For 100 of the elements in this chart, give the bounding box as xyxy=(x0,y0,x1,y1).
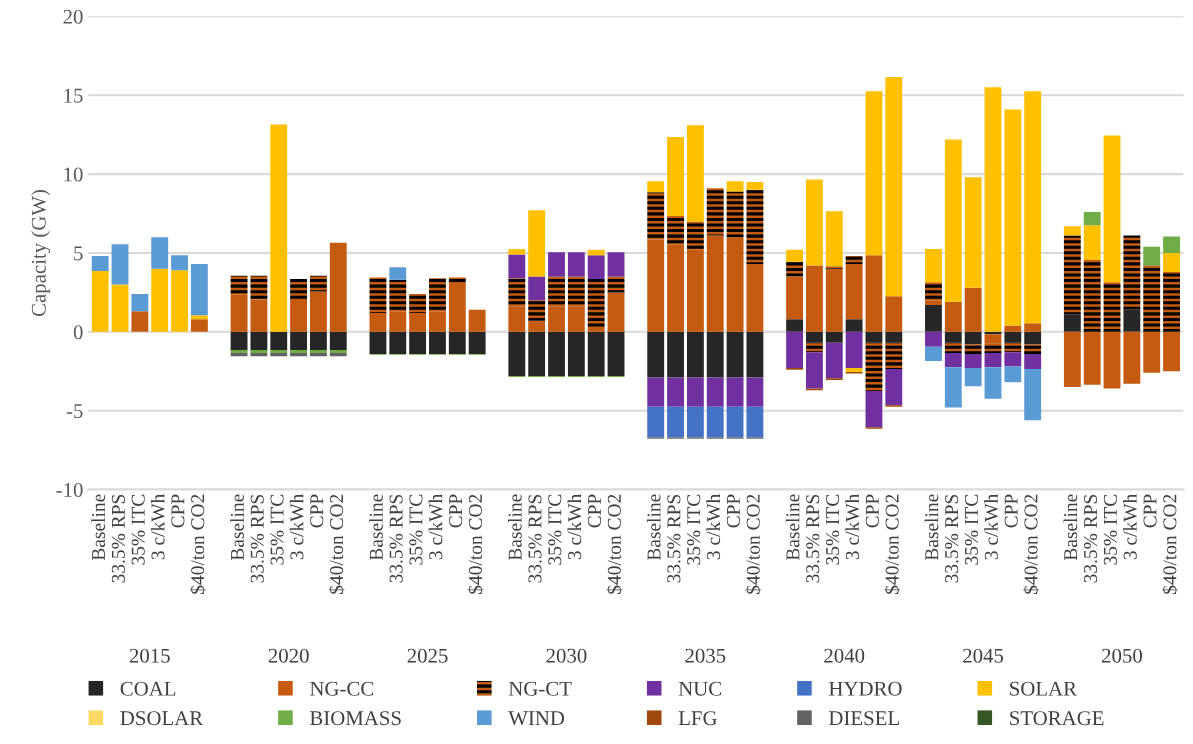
x-tick-label: 33.5% RPS xyxy=(250,494,264,583)
bar xyxy=(925,305,942,332)
bar xyxy=(885,77,903,297)
bar xyxy=(647,192,665,240)
bar xyxy=(151,237,169,269)
text: 2040 xyxy=(824,648,865,663)
bar xyxy=(964,344,982,354)
bar xyxy=(230,294,248,332)
bar xyxy=(290,353,308,357)
bar xyxy=(270,349,288,354)
bar xyxy=(1024,353,1042,369)
bar xyxy=(91,256,109,272)
bar xyxy=(647,181,665,193)
x-tick-label: 3 c/kWh xyxy=(1123,493,1137,560)
bar xyxy=(1024,323,1042,332)
bar xyxy=(925,282,942,301)
bar xyxy=(230,353,248,357)
bar xyxy=(508,306,526,332)
bar xyxy=(587,327,605,332)
y-tick-label: -5 xyxy=(66,404,83,419)
x-tick-label: $40/ton CO2 xyxy=(606,494,623,594)
bar xyxy=(984,87,1002,332)
bar xyxy=(310,349,327,354)
bar xyxy=(1004,342,1022,353)
bar xyxy=(825,342,843,379)
x-tick-label: 3 c/kWh xyxy=(706,493,721,560)
x-tick-label: 3 c/kWh xyxy=(845,493,860,560)
legend-label: NG-CT xyxy=(508,681,572,696)
bar xyxy=(686,221,704,250)
bar xyxy=(706,377,724,407)
bar xyxy=(686,377,704,407)
bar xyxy=(825,331,843,343)
bar xyxy=(647,406,665,438)
bar xyxy=(885,331,903,343)
bar xyxy=(845,319,863,332)
bar xyxy=(944,301,962,332)
x-tick-label: 33.5% RPS xyxy=(1083,494,1098,583)
bar xyxy=(270,331,288,350)
bar xyxy=(825,266,843,269)
x-tick-label: 33.5% RPS xyxy=(389,494,403,583)
bar xyxy=(230,331,248,350)
bar xyxy=(845,331,863,369)
legend-label: HYDRO xyxy=(829,681,902,696)
bar xyxy=(1063,314,1081,332)
bar xyxy=(528,331,546,376)
bar xyxy=(845,256,863,264)
bar xyxy=(607,292,625,332)
bar xyxy=(190,315,208,320)
bar xyxy=(310,275,327,292)
x-tick-label: 3 c/kWh xyxy=(289,493,304,560)
x-tick-label: $40/ton CO2 xyxy=(467,494,484,594)
bar xyxy=(389,331,407,354)
bar xyxy=(686,406,704,438)
bar xyxy=(964,331,982,345)
bar xyxy=(806,342,823,353)
bar xyxy=(925,346,942,361)
bar xyxy=(1143,265,1161,332)
bar xyxy=(786,331,804,369)
bar xyxy=(925,249,942,283)
legend-label: SOLAR xyxy=(1010,681,1077,696)
x-tick-label: 33.5% RPS xyxy=(528,494,542,583)
legend-label: WIND xyxy=(508,711,565,726)
bar xyxy=(1063,331,1081,388)
bar xyxy=(984,367,1002,399)
bar xyxy=(786,261,804,277)
bar xyxy=(806,352,823,389)
bar xyxy=(1163,271,1180,332)
x-tick-label: 3 c/kWh xyxy=(984,493,998,560)
x-tick-label: 35% ITC xyxy=(964,494,979,565)
bar xyxy=(667,215,684,245)
bar xyxy=(746,181,764,190)
bar xyxy=(389,279,407,312)
bar xyxy=(548,331,565,376)
bar xyxy=(528,320,546,332)
bar xyxy=(964,353,982,369)
bar xyxy=(1083,260,1101,332)
bar xyxy=(111,244,129,285)
legend-label: COAL xyxy=(120,681,176,696)
y-axis-title: Capacity (GW) xyxy=(31,189,51,317)
bar xyxy=(865,342,883,391)
x-tick-label: CPP xyxy=(1143,494,1157,528)
bar xyxy=(1083,331,1101,385)
y-tick-label: 0 xyxy=(73,325,83,340)
text: 2025 xyxy=(407,648,448,663)
bar xyxy=(825,268,843,332)
x-tick-label: $40/ton CO2 xyxy=(189,494,206,594)
bar xyxy=(250,353,268,357)
bar xyxy=(1123,309,1141,332)
bar xyxy=(190,319,208,332)
bar xyxy=(250,331,268,350)
legend-label: BIOMASS xyxy=(310,711,401,726)
bar xyxy=(548,276,565,307)
bar xyxy=(190,264,208,316)
bar xyxy=(706,331,724,378)
bar xyxy=(885,342,903,369)
legend-label: NG-CC xyxy=(310,681,374,696)
bar xyxy=(548,252,565,277)
bar xyxy=(984,343,1002,354)
bar xyxy=(429,331,446,354)
bar xyxy=(964,177,982,288)
